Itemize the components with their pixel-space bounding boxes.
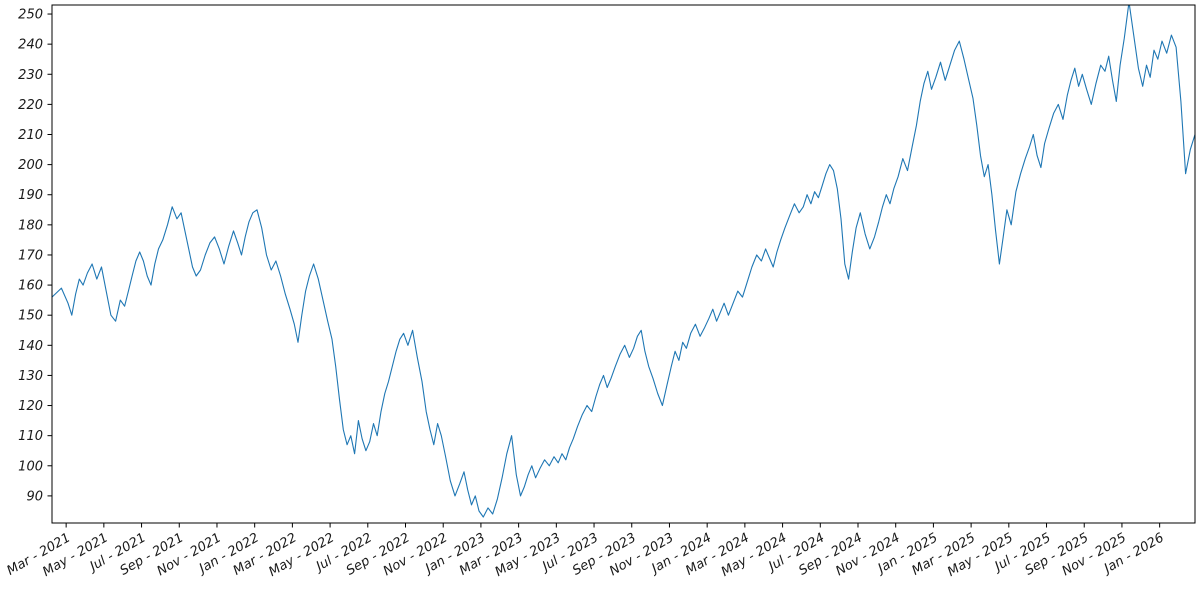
y-tick-label: 210: [18, 128, 43, 143]
y-tick-label: 100: [18, 459, 43, 474]
y-tick-label: 120: [18, 399, 43, 414]
y-tick-label: 140: [18, 339, 43, 354]
y-tick-label: 230: [18, 68, 43, 83]
y-tick-label: 170: [18, 248, 43, 263]
y-tick-label: 220: [18, 98, 43, 113]
y-tick-label: 160: [18, 279, 43, 294]
y-tick-label: 250: [18, 8, 43, 23]
y-tick-label: 110: [18, 429, 43, 444]
y-tick-label: 180: [18, 218, 43, 233]
y-tick-label: 90: [26, 489, 43, 504]
y-tick-label: 190: [18, 188, 43, 203]
y-tick-label: 240: [18, 38, 43, 53]
y-tick-label: 130: [18, 369, 43, 384]
plot-frame: [51, 4, 1196, 524]
y-tick-label: 150: [18, 309, 43, 324]
price-line: [52, 5, 1195, 518]
y-tick-label: 200: [18, 158, 43, 173]
